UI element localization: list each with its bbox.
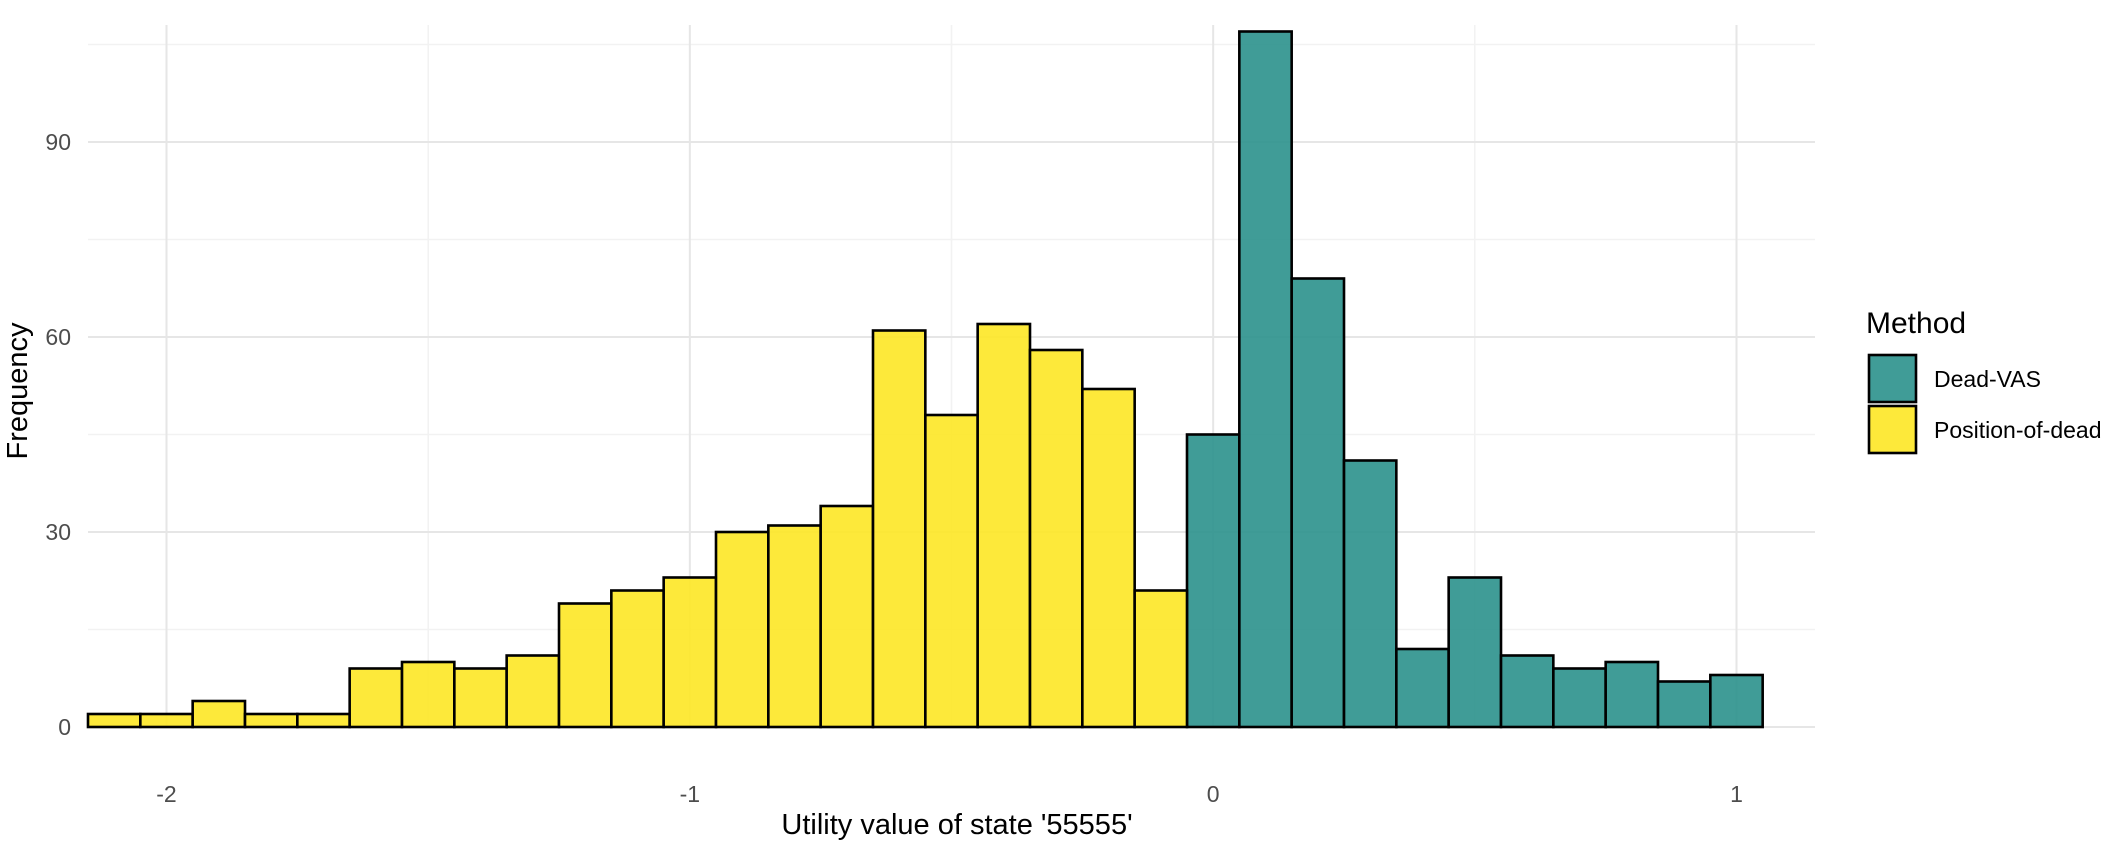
legend-label-dead-vas: Dead-VAS xyxy=(1934,366,2041,392)
bar-position-of-dead xyxy=(191,699,247,729)
bar-dead-vas xyxy=(1552,667,1607,729)
y-tick-label: 0 xyxy=(58,714,71,740)
bar-position-of-dead xyxy=(924,413,979,729)
y-axis-tick-labels: 0 30 60 90 xyxy=(45,129,71,740)
bar-dead-vas xyxy=(1185,433,1241,729)
bar-dead-vas xyxy=(1290,277,1346,729)
legend-label-position-of-dead: Position-of-dead xyxy=(1934,417,2102,443)
bar-dead-vas xyxy=(1709,673,1764,729)
bar-position-of-dead xyxy=(1081,387,1136,729)
bar-dead-vas xyxy=(1499,654,1555,729)
bar-position-of-dead xyxy=(557,602,613,729)
y-axis-title: Frequency xyxy=(2,322,34,460)
bar-position-of-dead xyxy=(505,654,561,729)
x-tick-label: 1 xyxy=(1730,781,1743,807)
bar-position-of-dead xyxy=(453,667,508,729)
bar-position-of-dead xyxy=(610,589,665,729)
histogram-bars xyxy=(86,30,1764,729)
bar-position-of-dead xyxy=(139,712,194,729)
legend-swatch-dead-vas xyxy=(1867,353,1918,404)
bar-dead-vas xyxy=(1656,680,1712,729)
bar-dead-vas xyxy=(1447,576,1503,729)
x-axis-title: Utility value of state '55555' xyxy=(781,809,1132,841)
bar-position-of-dead xyxy=(348,667,404,729)
bar-position-of-dead xyxy=(976,322,1032,729)
y-tick-label: 60 xyxy=(45,324,71,350)
bar-position-of-dead xyxy=(1028,348,1084,729)
y-tick-label: 90 xyxy=(45,129,71,155)
x-tick-label: -2 xyxy=(156,781,176,807)
bar-position-of-dead xyxy=(767,524,822,729)
x-axis-tick-labels: -2 -1 0 1 xyxy=(156,781,1743,807)
bar-position-of-dead xyxy=(400,660,456,729)
legend: Method Dead-VAS Position-of-dead xyxy=(1866,307,2102,455)
bar-position-of-dead xyxy=(243,712,299,729)
x-tick-label: -1 xyxy=(680,781,700,807)
bar-position-of-dead xyxy=(86,712,142,729)
legend-title: Method xyxy=(1866,307,1966,340)
bar-dead-vas xyxy=(1342,459,1398,729)
bar-dead-vas xyxy=(1604,660,1660,729)
bar-position-of-dead xyxy=(819,504,875,729)
bar-position-of-dead xyxy=(1133,589,1189,729)
bar-position-of-dead xyxy=(296,712,351,729)
y-tick-label: 30 xyxy=(45,519,71,545)
legend-swatch-position-of-dead xyxy=(1867,404,1918,455)
bar-dead-vas xyxy=(1238,30,1293,729)
bar-position-of-dead xyxy=(662,576,718,729)
x-tick-label: 0 xyxy=(1207,781,1220,807)
bar-dead-vas xyxy=(1395,647,1450,729)
bar-position-of-dead xyxy=(714,530,770,729)
bar-position-of-dead xyxy=(871,329,927,729)
